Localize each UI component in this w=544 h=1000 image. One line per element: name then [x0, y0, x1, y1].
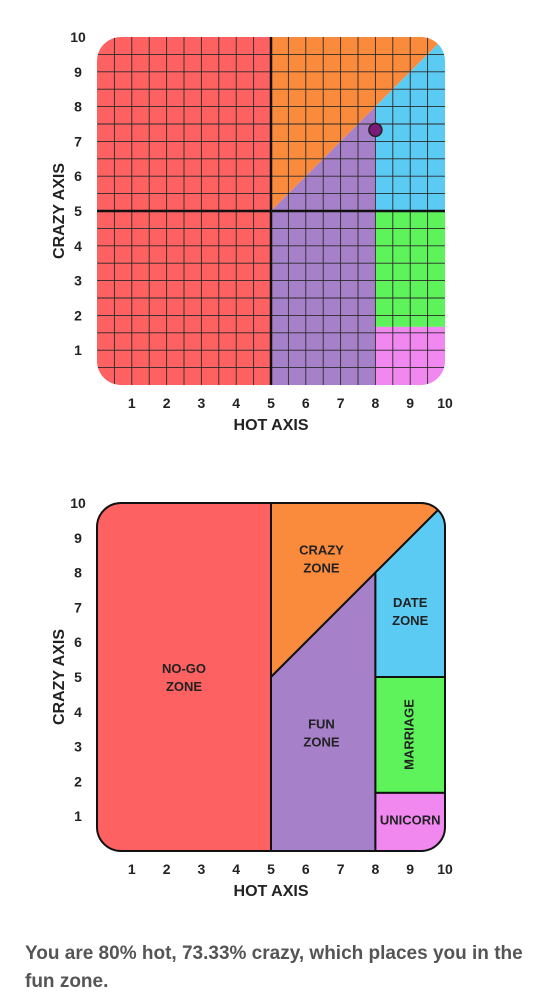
- y-tick-label: 9: [74, 530, 82, 546]
- y-tick-label: 7: [74, 133, 82, 149]
- y-tick-label: 8: [74, 565, 82, 581]
- x-tick-label: 8: [372, 861, 380, 877]
- x-tick-label: 4: [232, 395, 240, 411]
- y-tick-label: 2: [74, 773, 82, 789]
- y-tick-label: 10: [70, 495, 86, 511]
- x-axis-title: HOT AXIS: [234, 417, 309, 434]
- zone-label: DATE: [393, 595, 428, 610]
- x-tick-label: 6: [302, 395, 310, 411]
- zone-label: MARRIAGE: [402, 699, 417, 770]
- zone-unicorn: [374, 791, 445, 851]
- x-tick-label: 1: [128, 395, 136, 411]
- x-tick-label: 8: [372, 395, 380, 411]
- hot-crazy-grid-chart: 1 2 3 4 5 6 7 8 9 10 1 2 3 4 5 6 7 8 9 10 HOT AXIS CRAZY AXIS: [51, 29, 453, 434]
- plot-border: [96, 502, 446, 852]
- zone-label: ZONE: [303, 735, 339, 750]
- result-text: You are 80% hot, 73.33% crazy, which pla…: [25, 943, 523, 992]
- x-tick-label: 3: [198, 395, 206, 411]
- x-axis-title: HOT AXIS: [234, 883, 309, 900]
- x-tick-label: 10: [437, 395, 453, 411]
- score-point: [368, 122, 383, 138]
- y-tick-label: 7: [74, 599, 82, 615]
- x-tick-label: 5: [267, 395, 275, 411]
- zone-label: CRAZY: [299, 543, 344, 558]
- y-tick-label: 2: [74, 307, 82, 323]
- plot-area: [97, 37, 445, 385]
- x-tick-label: 2: [163, 395, 171, 411]
- x-tick-label: 7: [337, 395, 345, 411]
- x-tick-label: 2: [163, 861, 171, 877]
- y-tick-label: 9: [74, 64, 82, 80]
- zone-label: ZONE: [303, 561, 339, 576]
- y-tick-label: 3: [74, 739, 82, 755]
- zone-label: UNICORN: [380, 813, 441, 828]
- x-tick-label: 9: [406, 861, 414, 877]
- y-tick-label: 4: [74, 238, 82, 254]
- x-tick-label: 9: [406, 395, 414, 411]
- y-tick-label: 5: [74, 669, 82, 685]
- y-tick-label: 6: [74, 634, 82, 650]
- y-axis-title: CRAZY AXIS: [51, 629, 68, 725]
- x-tick-label: 4: [232, 861, 240, 877]
- y-tick-label: 6: [74, 168, 82, 184]
- x-tick-label: 6: [302, 861, 310, 877]
- y-tick-label: 10: [70, 29, 86, 45]
- x-tick-label: 10: [437, 861, 453, 877]
- y-tick-label: 1: [74, 808, 82, 824]
- zone-label: NO-GO: [162, 661, 206, 676]
- y-axis-title: CRAZY AXIS: [51, 163, 68, 259]
- zone-no-go: [97, 503, 272, 851]
- y-tick-label: 1: [74, 342, 82, 358]
- x-tick-label: 3: [198, 861, 206, 877]
- plot-area: [97, 503, 445, 851]
- y-tick-label: 3: [74, 273, 82, 289]
- hot-crazy-zone-chart: 1 2 3 4 5 6 7 8 9 10 1 2 3 4 5 6 7 8 9 10 HOT AXIS CRAZY AXIS…: [51, 495, 453, 900]
- zone-label: ZONE: [392, 613, 428, 628]
- y-tick-label: 8: [74, 99, 82, 115]
- x-tick-label: 5: [267, 861, 275, 877]
- y-tick-label: 4: [74, 704, 82, 720]
- zone-label: ZONE: [166, 679, 202, 694]
- zone-label: FUN: [308, 717, 335, 732]
- x-tick-label: 7: [337, 861, 345, 877]
- x-tick-label: 1: [128, 861, 136, 877]
- y-tick-label: 5: [74, 203, 82, 219]
